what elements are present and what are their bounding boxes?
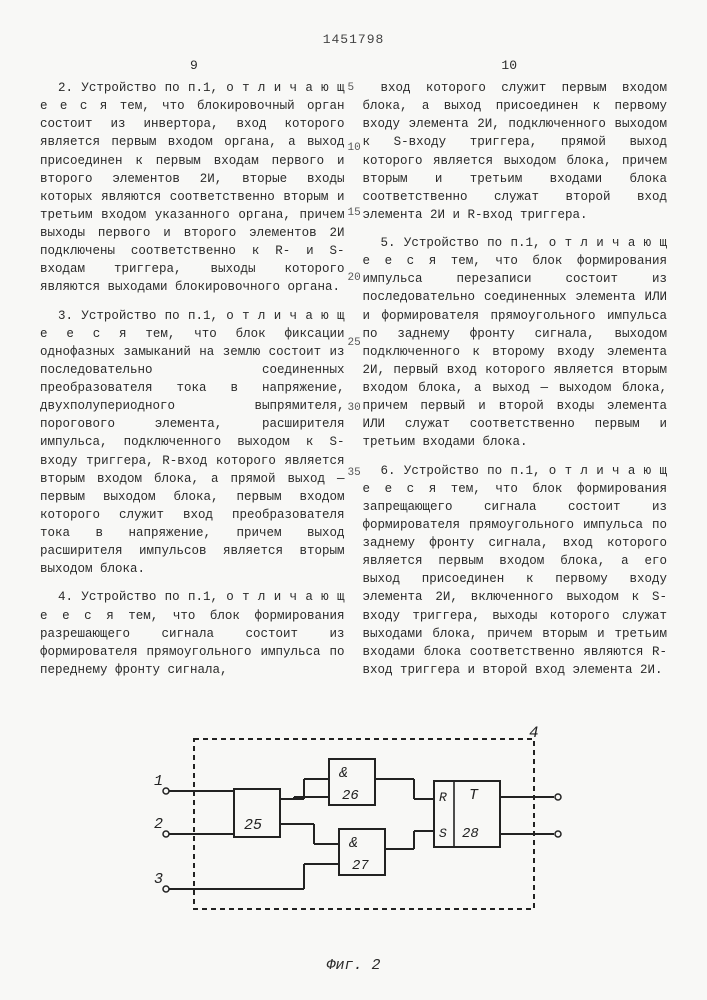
outer-block-label: 4: [529, 724, 539, 742]
svg-text:S: S: [439, 826, 447, 841]
claim-2: 2. Устройство по п.1, о т л и ч а ю щ е …: [40, 79, 345, 297]
page-num-left: 9: [190, 56, 198, 76]
svg-text:27: 27: [352, 858, 369, 874]
right-column: вход которого служит первым входом блока…: [363, 79, 668, 689]
claim-4-cont: вход которого служит первым входом блока…: [363, 79, 668, 224]
svg-text:&: &: [339, 765, 348, 782]
svg-text:28: 28: [462, 826, 479, 842]
claim-4: 4. Устройство по п.1, о т л и ч а ю щ е …: [40, 588, 345, 679]
document-number: 1451798: [40, 30, 667, 50]
claim-5: 5. Устройство по п.1, о т л и ч а ю щ е …: [363, 234, 668, 452]
left-column: 2. Устройство по п.1, о т л и ч а ю щ е …: [40, 79, 345, 689]
svg-text:2: 2: [154, 816, 163, 833]
claim-6: 6. Устройство по п.1, о т л и ч а ю щ е …: [363, 462, 668, 680]
svg-text:26: 26: [342, 788, 359, 804]
svg-text:25: 25: [244, 817, 262, 834]
figure-caption: Фиг. 2: [40, 955, 667, 978]
svg-text:3: 3: [154, 871, 163, 888]
svg-text:&: &: [349, 835, 358, 852]
page-num-right: 10: [501, 56, 517, 76]
claim-3: 3. Устройство по п.1, о т л и ч а ю щ е …: [40, 307, 345, 579]
svg-text:R: R: [439, 790, 447, 805]
figure-2: 4 1 2 3 25: [40, 719, 667, 978]
svg-text:T: T: [469, 787, 479, 804]
svg-text:1: 1: [154, 773, 163, 790]
